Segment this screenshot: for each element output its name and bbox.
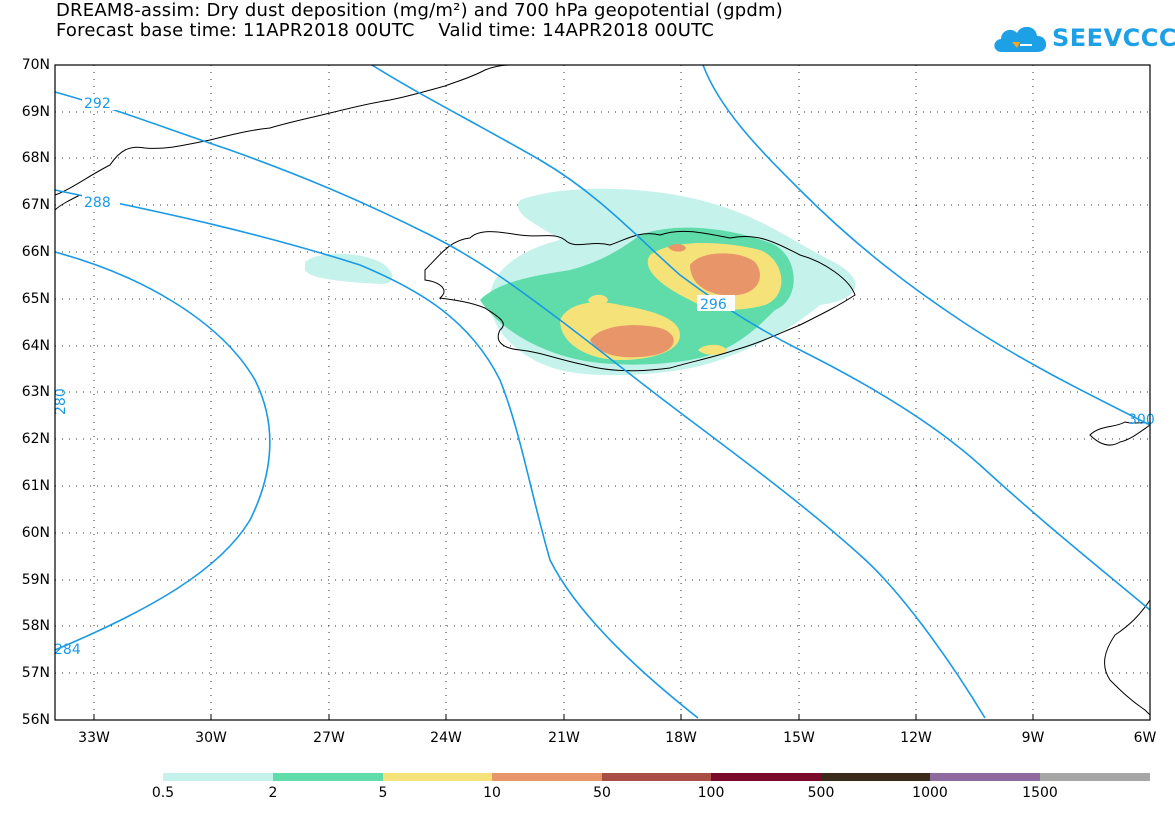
logo-text: SEEVCCC xyxy=(1052,24,1175,52)
lon-label-12w: 12W xyxy=(900,730,932,746)
lon-label-21w: 21W xyxy=(548,730,580,746)
colorbar-bin-2 xyxy=(273,773,383,781)
lon-label-9w: 9W xyxy=(1021,730,1045,746)
contour-label-280: 280 xyxy=(53,388,69,415)
lat-label-60n: 60N xyxy=(21,525,50,541)
lat-label-59n: 59N xyxy=(21,572,50,588)
plot-frame xyxy=(54,64,1151,721)
contour-296 xyxy=(371,64,1151,611)
contour-300 xyxy=(702,64,1151,426)
contour-labels: 292 288 296 280 284 300 xyxy=(53,94,1155,658)
colorbar-label-1500: 1500 xyxy=(1022,785,1058,801)
contour-280 xyxy=(54,251,271,651)
lon-label-24w: 24W xyxy=(430,730,462,746)
colorbar-label-500: 500 xyxy=(807,785,835,801)
lat-label-64n: 64N xyxy=(21,338,50,354)
colorbar-bin-9 xyxy=(1040,773,1150,781)
lon-label-30w: 30W xyxy=(195,730,227,746)
lat-label-70n: 70N xyxy=(21,57,50,73)
contour-label-288: 288 xyxy=(84,195,111,211)
colorbar-bin-8 xyxy=(930,773,1040,781)
lon-label-15w: 15W xyxy=(783,730,815,746)
colorbar-label-5: 5 xyxy=(378,785,388,801)
dust-band-5-w xyxy=(588,294,608,306)
lon-label-33w: 33W xyxy=(78,730,110,746)
colorbar-label-100: 100 xyxy=(697,785,725,801)
tick-marks xyxy=(93,714,1034,720)
geopotential-contours xyxy=(54,64,1151,719)
lat-label-63n: 63N xyxy=(21,384,50,400)
lat-gridlines xyxy=(55,111,1150,674)
dust-band-10-nw xyxy=(668,244,686,252)
contour-label-300: 300 xyxy=(1128,412,1155,428)
dust-band-0.5-west xyxy=(305,253,393,285)
lon-label-27w: 27W xyxy=(313,730,345,746)
contour-label-296: 296 xyxy=(700,297,727,313)
forecast-time-subtitle: Forecast base time: 11APR2018 00UTC Vali… xyxy=(56,20,715,41)
colorbar-label-10: 10 xyxy=(483,785,501,801)
colorbar-bin-5 xyxy=(602,773,711,781)
colorbar-label-50: 50 xyxy=(593,785,611,801)
lat-label-61n: 61N xyxy=(21,478,50,494)
contour-label-284: 284 xyxy=(54,642,81,658)
coastlines xyxy=(54,64,1151,716)
lat-label-65n: 65N xyxy=(21,291,50,307)
colorbar-bin-6 xyxy=(711,773,821,781)
colorbar-bin-7 xyxy=(821,773,930,781)
cloud-logo-icon xyxy=(994,26,1047,52)
colorbar-bin-3 xyxy=(383,773,492,781)
lat-label-58n: 58N xyxy=(21,618,50,634)
chart-title: DREAM8-assim: Dry dust deposition (mg/m²… xyxy=(56,0,783,21)
greenland-coast xyxy=(54,64,511,196)
colorbar-bin-1 xyxy=(163,773,273,781)
lat-label-68n: 68N xyxy=(21,150,50,166)
contour-label-292: 292 xyxy=(84,96,111,112)
colorbar-label-1000: 1000 xyxy=(912,785,948,801)
lon-label-18w: 18W xyxy=(665,730,697,746)
dust-band-10-ne xyxy=(690,253,760,296)
lat-label-67n: 67N xyxy=(21,197,50,213)
lat-label-66n: 66N xyxy=(21,244,50,260)
dust-band-5-s xyxy=(698,344,727,355)
lon-label-6w: 6W xyxy=(1133,730,1157,746)
colorbar-bin-4 xyxy=(492,773,602,781)
seevccc-logo: SEEVCCC xyxy=(990,18,1175,58)
lon-gridlines xyxy=(93,65,1034,720)
scotland-coast xyxy=(1104,599,1151,716)
dust-deposition-shading xyxy=(305,188,856,376)
iceland-coast xyxy=(424,230,856,372)
lat-label-69n: 69N xyxy=(21,104,50,120)
dust-band-10 xyxy=(590,325,674,358)
colorbar-label-0.5: 0.5 xyxy=(151,785,175,801)
lat-label-57n: 57N xyxy=(21,665,50,681)
greenland-coast-inner xyxy=(54,194,81,211)
contour-292 xyxy=(54,91,986,719)
lat-label-56n: 56N xyxy=(21,712,50,728)
colorbar-label-2: 2 xyxy=(268,785,278,801)
lat-label-62n: 62N xyxy=(21,431,50,447)
contour-288 xyxy=(54,189,699,719)
